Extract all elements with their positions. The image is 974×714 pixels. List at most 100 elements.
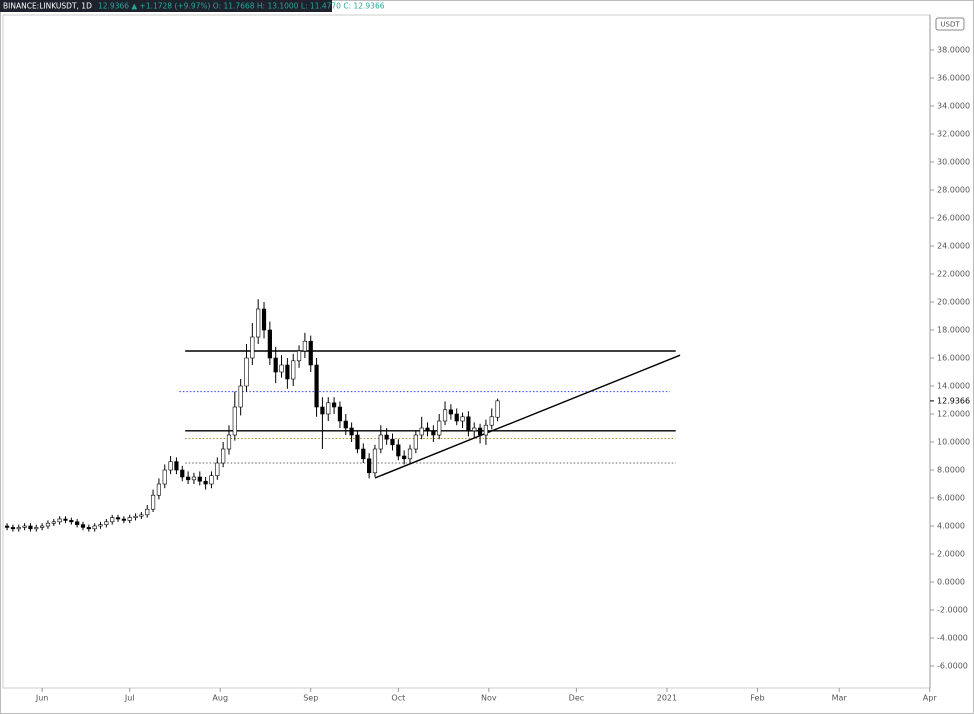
x-tick-label: Jul xyxy=(124,694,135,703)
x-tick-label: Aug xyxy=(212,694,228,703)
symbol-title: BINANCE:LINKUSDT, 1D xyxy=(3,2,92,11)
y-tick-label: 12.0000 xyxy=(937,410,970,419)
candle-body xyxy=(51,521,56,524)
candle-body xyxy=(150,494,156,510)
y-tick-label: 10.0000 xyxy=(937,438,970,447)
y-tick-label: -4.0000 xyxy=(937,634,968,643)
candle-body xyxy=(250,336,255,359)
y-tick-label: 18.0000 xyxy=(937,326,970,335)
candle-body xyxy=(483,424,489,436)
x-tick-label: Dec xyxy=(569,694,584,703)
y-tick-label: 38.0000 xyxy=(937,46,970,55)
candle-body xyxy=(413,434,418,450)
y-tick-label: 26.0000 xyxy=(937,214,970,223)
candle-body xyxy=(16,527,21,530)
candle-body xyxy=(442,409,448,422)
candle-body xyxy=(203,480,208,485)
candle-body xyxy=(133,515,138,518)
x-tick-label: Jun xyxy=(35,694,49,703)
candle-body xyxy=(331,402,337,408)
y-tick-label: 30.0000 xyxy=(937,158,970,167)
candle-body xyxy=(40,525,45,528)
candle-body xyxy=(226,434,232,450)
candle-body xyxy=(115,517,121,520)
candle-body xyxy=(390,438,395,446)
candle-body xyxy=(197,476,202,482)
candle-body xyxy=(162,469,167,485)
y-tick-label: -6.0000 xyxy=(937,662,968,671)
candle-body xyxy=(63,518,68,521)
candle-body xyxy=(191,476,197,481)
candle-body xyxy=(384,434,389,440)
candle-body xyxy=(355,434,360,450)
y-tick-label: 6.0000 xyxy=(937,494,965,503)
candle-body xyxy=(10,527,16,530)
candle-body xyxy=(291,360,296,380)
candle-body xyxy=(186,476,191,481)
candle-body xyxy=(75,521,80,525)
candle-body xyxy=(22,525,27,528)
candle-body xyxy=(180,469,185,478)
x-tick-label: 2021 xyxy=(657,694,677,703)
candle-body xyxy=(378,434,383,450)
candle-body xyxy=(110,517,115,523)
candle-body xyxy=(466,416,471,432)
candle-body xyxy=(256,308,261,338)
candle-body xyxy=(104,521,109,525)
x-tick-label: Nov xyxy=(481,694,497,703)
candle-body xyxy=(419,427,424,436)
candle-body xyxy=(320,406,325,415)
currency-box[interactable] xyxy=(935,17,965,31)
candle-body xyxy=(244,357,249,387)
candle-body xyxy=(308,340,313,366)
y-tick-label: 2.0000 xyxy=(937,550,965,559)
candle-body xyxy=(238,385,243,408)
candle-body xyxy=(431,430,436,436)
candle-body xyxy=(349,427,354,436)
candle-body xyxy=(209,475,214,485)
candle-body xyxy=(337,406,343,422)
candle-body xyxy=(396,444,401,457)
y-tick-label: 32.0000 xyxy=(937,130,970,139)
candle-body xyxy=(92,525,97,530)
candle-body xyxy=(121,518,126,521)
y-tick-label: 28.0000 xyxy=(937,186,970,195)
candle-body xyxy=(273,357,278,373)
candle-body xyxy=(98,524,103,527)
candle-body xyxy=(367,458,372,474)
y-tick-label: 16.0000 xyxy=(937,354,970,363)
candle-body xyxy=(174,461,179,471)
candle-body xyxy=(437,420,442,436)
header-bar xyxy=(0,0,332,12)
candle-body xyxy=(232,406,237,436)
candle-body xyxy=(372,448,378,474)
candle-body xyxy=(402,455,407,460)
x-tick-label: Apr xyxy=(923,694,938,703)
candle-body xyxy=(4,525,10,528)
candle-body xyxy=(285,364,290,380)
x-tick-label: Sep xyxy=(303,694,318,703)
candle-body xyxy=(477,427,483,436)
candle-body xyxy=(221,448,226,464)
x-tick-label: Mar xyxy=(832,694,848,703)
drawn-line xyxy=(374,354,681,479)
y-tick-label: 8.0000 xyxy=(937,466,965,475)
x-tick-label: Oct xyxy=(391,694,405,703)
y-tick-label: 4.0000 xyxy=(937,522,965,531)
y-tick-label: 14.0000 xyxy=(937,382,970,391)
y-tick-label: 34.0000 xyxy=(937,102,970,111)
candle-body xyxy=(425,427,430,432)
candle-body xyxy=(80,524,86,528)
y-tick-label: 20.0000 xyxy=(937,298,970,307)
y-tick-label: 36.0000 xyxy=(937,74,970,83)
candle-body xyxy=(472,427,477,432)
candle-body xyxy=(279,364,284,373)
candle-body xyxy=(139,514,144,517)
candle-body xyxy=(28,525,33,530)
candle-body xyxy=(314,364,319,408)
candle-body xyxy=(45,522,51,527)
y-tick-label: 0.0000 xyxy=(937,578,965,587)
candle-body xyxy=(145,508,150,516)
candle-body xyxy=(302,340,307,352)
